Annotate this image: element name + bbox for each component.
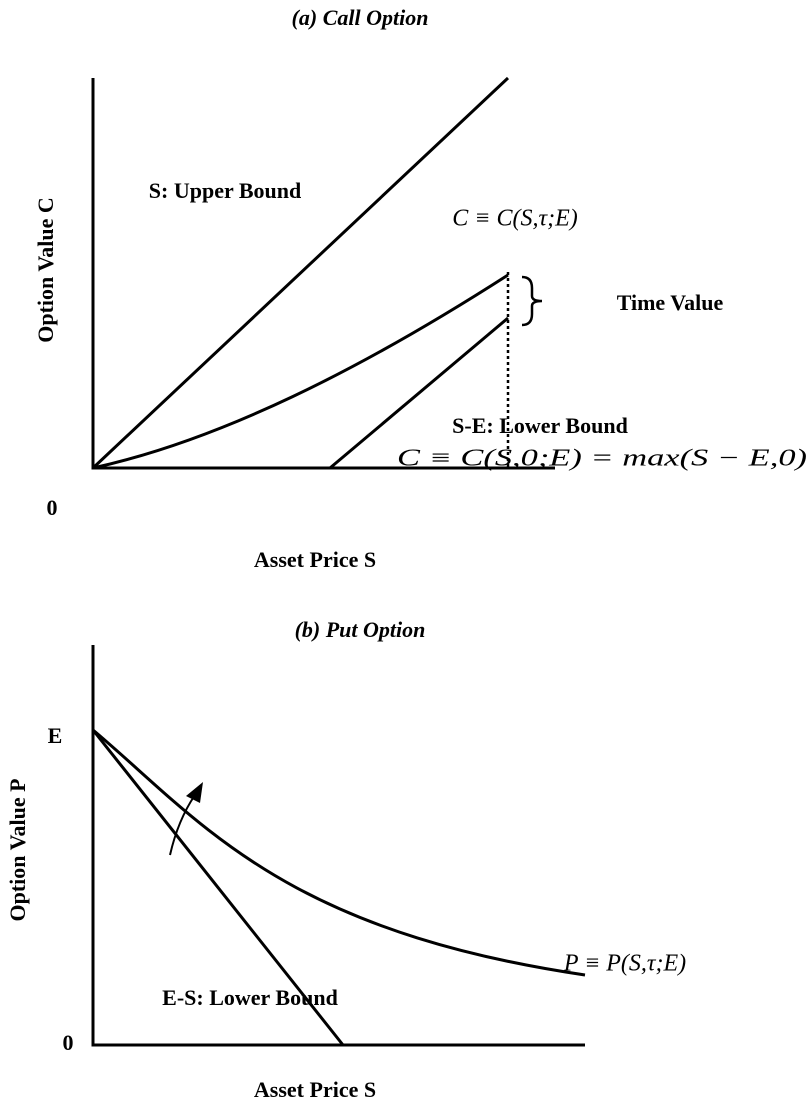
lower-bound-line xyxy=(91,729,345,1046)
arrow-head xyxy=(186,782,203,803)
lower-bound-line xyxy=(329,316,509,470)
lower-bound-label: S-E: Lower Bound xyxy=(452,413,628,438)
axes xyxy=(91,645,585,1047)
upper-bound-line xyxy=(91,76,510,470)
value-formula: P ≡ P(S,τ;E) xyxy=(563,951,686,977)
time-value-label: Time Value xyxy=(617,290,724,315)
y-axis-label: Option Value P xyxy=(5,778,30,921)
origin-label: 0 xyxy=(47,495,58,520)
lower-bound-formula: C ≡ C(S,0;E) = max(S − E,0) xyxy=(397,446,807,472)
strike-label: E xyxy=(48,723,63,748)
origin-label: 0 xyxy=(63,1030,74,1055)
panel-title: (b) Put Option xyxy=(295,617,426,642)
x-axis-label: Asset Price S xyxy=(254,547,376,572)
panel-title: (a) Call Option xyxy=(292,5,429,30)
axes xyxy=(91,78,555,470)
time-value-brace xyxy=(521,275,543,327)
x-axis-label: Asset Price S xyxy=(254,1077,376,1102)
y-axis-label: Option Value C xyxy=(33,197,58,343)
lower-bound-label: E-S: Lower Bound xyxy=(162,985,338,1010)
pointer-arrow xyxy=(169,794,196,856)
value-formula: C ≡ C(S,τ;E) xyxy=(452,206,577,232)
call-value-curve xyxy=(92,273,509,470)
put-value-curve xyxy=(92,728,586,977)
upper-bound-label: S: Upper Bound xyxy=(149,178,301,203)
